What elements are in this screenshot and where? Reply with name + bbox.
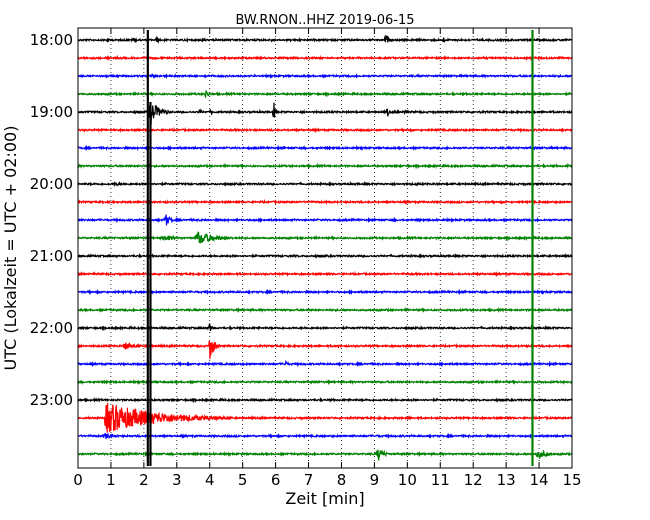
- x-tick-label: 7: [304, 471, 314, 489]
- axis-ticks: 0 1 2 3 4 5 6 7 8 9 10 11 12 13 14 1518:0019:0020:0021:…: [30, 28, 582, 489]
- trace-line: [78, 340, 572, 360]
- trace-line: [78, 180, 572, 188]
- y-tick-label: 21:00: [30, 247, 73, 265]
- trace-line: [78, 378, 572, 386]
- trace-line: [78, 144, 572, 152]
- y-tick-label: 18:00: [30, 31, 73, 49]
- trace-line: [78, 449, 572, 461]
- y-tick-label: 22:00: [30, 319, 73, 337]
- trace-line: [78, 126, 572, 134]
- trace-line: [78, 306, 572, 314]
- chart-title: BW.RNON..HHZ 2019-06-15: [235, 13, 414, 28]
- trace-line: [78, 432, 572, 440]
- y-tick-label: 20:00: [30, 175, 73, 193]
- x-tick-label: 8: [337, 471, 347, 489]
- trace-line: [78, 198, 572, 206]
- y-tick-label: 19:00: [30, 103, 73, 121]
- x-tick-label: 6: [271, 471, 281, 489]
- trace-line: [78, 214, 572, 226]
- trace-line: [78, 270, 572, 278]
- x-tick-label: 2: [139, 471, 149, 489]
- x-tick-label: 14: [530, 471, 549, 489]
- x-tick-label: 11: [431, 471, 450, 489]
- trace-line: [78, 359, 572, 368]
- trace-line: [78, 403, 572, 433]
- trace-line: [78, 323, 572, 332]
- trace-line: [78, 231, 572, 244]
- trace-line: [78, 90, 572, 99]
- trace-line: [78, 162, 572, 170]
- trace-line: [78, 72, 572, 80]
- x-tick-label: 4: [205, 471, 215, 489]
- x-tick-label: 0: [73, 471, 83, 489]
- x-tick-label: 10: [398, 471, 417, 489]
- x-tick-label: 1: [106, 471, 116, 489]
- grid-lines: [110, 28, 540, 468]
- trace-line: [78, 252, 572, 259]
- x-tick-label: 3: [172, 471, 182, 489]
- x-tick-label: 5: [238, 471, 248, 489]
- trace-line: [78, 396, 572, 404]
- plot-frame: [77, 27, 573, 469]
- y-tick-label: 23:00: [30, 391, 73, 409]
- x-tick-label: 15: [562, 471, 581, 489]
- trace-line: [78, 54, 572, 62]
- trace-line: [78, 102, 572, 126]
- x-tick-label: 9: [370, 471, 380, 489]
- x-axis-label: Zeit [min]: [285, 489, 364, 508]
- seismic-traces: [78, 30, 572, 466]
- x-tick-label: 13: [497, 471, 516, 489]
- trace-line: [78, 34, 572, 44]
- x-tick-label: 12: [464, 471, 483, 489]
- y-axis-label: UTC (Lokalzeit = UTC + 02:00): [1, 126, 20, 371]
- trace-line: [78, 288, 572, 296]
